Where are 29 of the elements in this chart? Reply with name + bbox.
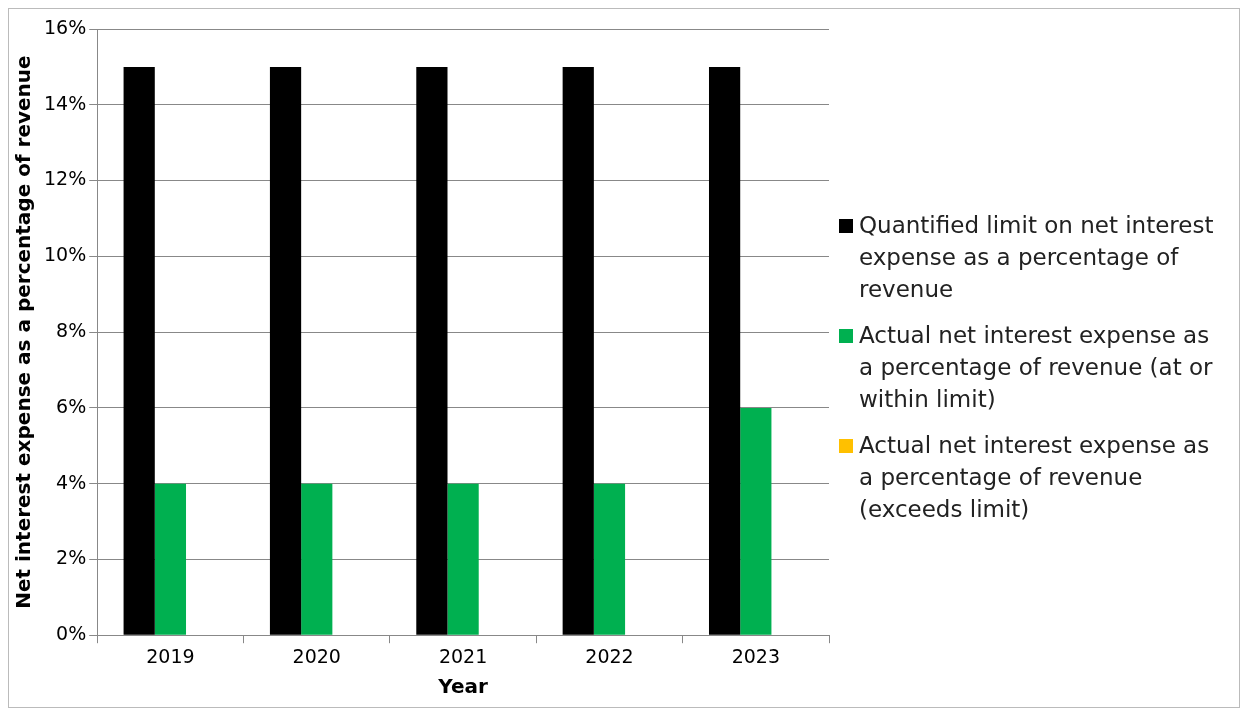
x-tick-label: 2022 <box>585 644 634 667</box>
bar <box>447 483 479 635</box>
bar <box>562 66 594 635</box>
bar <box>708 66 741 635</box>
x-axis-title: Year <box>437 674 489 699</box>
bar <box>593 483 626 635</box>
y-tick-label: 14% <box>44 91 87 114</box>
bar <box>740 407 772 635</box>
bar <box>269 66 302 635</box>
y-axis-title: Net interest expense as a percentage of revenue <box>11 55 36 609</box>
legend-label: Actual net interest expense as a percentage of revenue (at or within limit) <box>859 321 1214 414</box>
y-tick-label: 2% <box>56 546 87 569</box>
x-tick-label: 2019 <box>146 644 195 667</box>
y-tick-label: 6% <box>56 394 87 417</box>
y-tick-label: 4% <box>56 470 87 493</box>
y-tick-label: 8% <box>56 319 87 342</box>
legend-label: Actual net interest expense as a percentage of revenue (exceeds limit) <box>859 431 1211 524</box>
x-tick-label: 2021 <box>438 644 488 667</box>
x-tick-label: 2023 <box>731 644 780 667</box>
y-tick-label: 16% <box>44 15 87 38</box>
y-tick-label: 10% <box>44 243 87 266</box>
x-tick-label: 2020 <box>292 644 341 667</box>
bar <box>416 66 448 635</box>
bar <box>123 66 155 635</box>
bar <box>154 483 187 635</box>
legend-label: Quantified limit on net interest expense as a percentage of revenue <box>859 211 1215 304</box>
bar <box>301 483 333 635</box>
y-tick-label: 12% <box>44 167 87 190</box>
y-tick-label: 0% <box>56 622 87 645</box>
